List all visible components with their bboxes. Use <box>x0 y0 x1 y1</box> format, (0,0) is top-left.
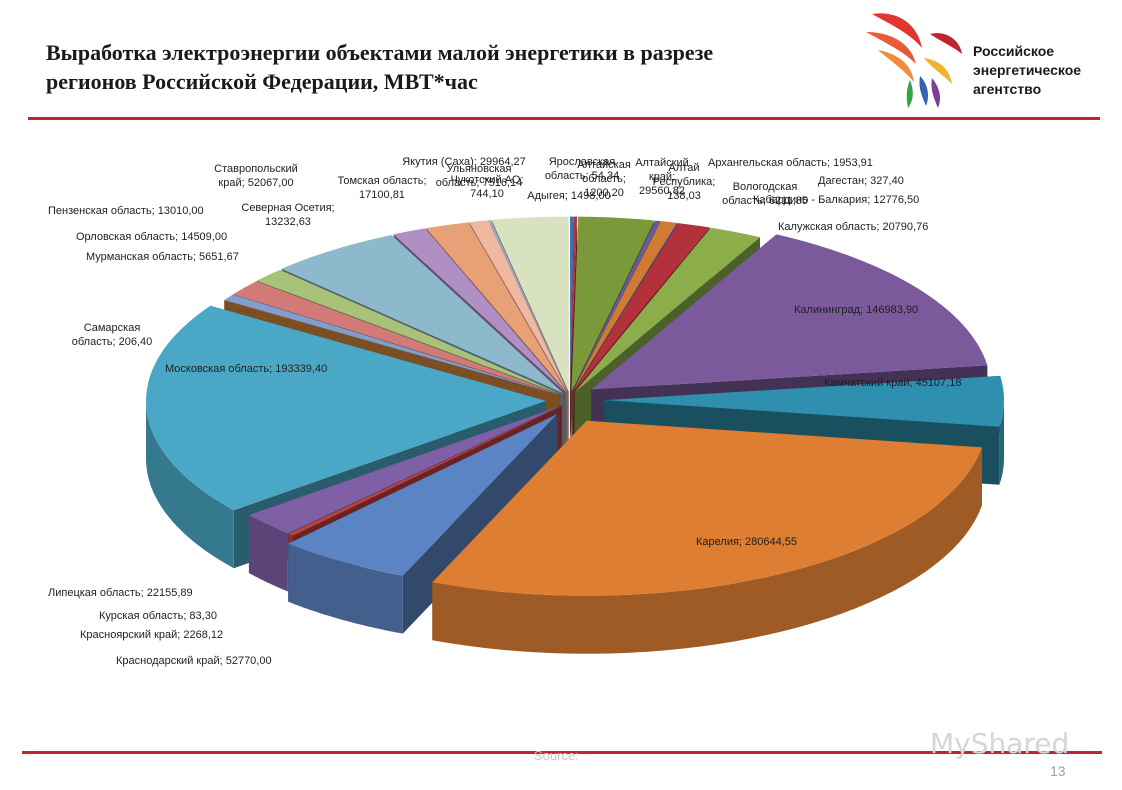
page-title: Выработка электроэнергии объектами малой… <box>46 40 714 94</box>
slice-label-line: 744,10 <box>470 188 504 200</box>
slice-label: Калужская область; 20790,76 <box>778 221 928 233</box>
slice-label-line: Томская область; <box>337 175 426 187</box>
slice-label-line: 138,03 <box>667 190 701 202</box>
slice-label-line: область; <box>582 173 626 185</box>
slice-label-line: Ярославская <box>549 156 616 168</box>
page-number: 13 <box>1050 763 1066 779</box>
slice-label: Краснодарский край; 52770,00 <box>116 655 272 667</box>
slice-label-line: Московская область; 193339,40 <box>165 363 327 375</box>
slice-label-line: 17100,81 <box>359 189 405 201</box>
slice-label-line: Адыгея; 1498,00 <box>527 190 610 202</box>
slice-label-line: Липецкая область; 22155,89 <box>48 587 193 599</box>
slice-label-line: Самарская <box>84 322 141 334</box>
slice-label: Северная Осетия; 13232,63 <box>241 202 334 228</box>
slice-label-line: Кабардино - Балкария; 12776,50 <box>753 194 919 206</box>
slice-label-line: Камчатский край; 45107,18 <box>824 377 961 389</box>
slice-label: Вологодская область; 6211,85 <box>722 181 808 207</box>
agency-name-line: энергетическое <box>973 62 1082 78</box>
slice-label-line: 1200,20 <box>584 187 624 199</box>
slice-label: Архангельская область; 1953,91 <box>708 157 873 169</box>
slice-label: Алтай Республика; 138,03 <box>653 162 716 202</box>
agency-name-line: Российское <box>973 43 1055 59</box>
slice-label-line: Алтайская <box>577 159 631 171</box>
agency-logo-icon <box>866 13 962 108</box>
slice-label-line: область; 206,40 <box>72 336 153 348</box>
slice-label: Калининград; 146983,90 <box>794 304 918 316</box>
agency-name-line: агентство <box>973 81 1042 97</box>
slice-label: Карелия; 280644,55 <box>696 536 797 548</box>
slice-label-line: Орловская область; 14509,00 <box>76 231 227 243</box>
slice-label-line: Алтай <box>669 162 700 174</box>
slice-label: Липецкая область; 22155,89 <box>48 587 193 599</box>
slice-label-line: Калужская область; 20790,76 <box>778 221 928 233</box>
slice-label-line: Ставропольский <box>214 163 298 175</box>
top-divider <box>28 117 1100 120</box>
slice-label-line: Вологодская <box>733 181 798 193</box>
slice-label: Самарская область; 206,40 <box>72 322 153 348</box>
slice-label: Ярославская область; 54,34 <box>545 156 619 182</box>
slice-label-line: Чукотский АО; <box>451 174 524 186</box>
agency-name: Российское энергетическое агентство <box>973 42 1081 99</box>
slice-label-line: Ульяновская <box>447 163 512 175</box>
slice-label-line: Алтайский <box>635 157 689 169</box>
slice-label-line: область; 54,34 <box>545 170 619 182</box>
slice-label: Чукотский АО; 744,10 <box>451 174 524 200</box>
slice-label: Алтайская область; 1200,20 <box>577 159 631 199</box>
bottom-divider <box>22 751 1102 754</box>
watermark: MyShared <box>930 727 1070 760</box>
slice-label-line: область; 7516,14 <box>436 177 523 189</box>
slice-label: Курская область; 83,30 <box>99 610 217 622</box>
slice-label: Пензенская область; 13010,00 <box>48 205 204 217</box>
slice-label-line: Калининград; 146983,90 <box>794 304 918 316</box>
slice-label: Московская область; 193339,40 <box>165 363 327 375</box>
slice-label-line: Северная Осетия; <box>241 202 334 214</box>
slice-label-line: область; 6211,85 <box>722 195 808 207</box>
slice-label: Мурманская область; 5651,67 <box>86 251 239 263</box>
slice-label-line: Архангельская область; 1953,91 <box>708 157 873 169</box>
slice-label-line: 13232,63 <box>265 216 311 228</box>
slice-label-line: Краснодарский край; 52770,00 <box>116 655 272 667</box>
slice-label: Камчатский край; 45107,18 <box>824 377 961 389</box>
slice-label-line: Республика; <box>653 176 716 188</box>
slice-label: Кабардино - Балкария; 12776,50 <box>753 194 919 206</box>
slice-label: Ульяновская область; 7516,14 <box>436 163 523 189</box>
slice-label: Дагестан; 327,40 <box>818 175 904 187</box>
slice-label-line: 29560,82 <box>639 185 685 197</box>
pie-slice <box>432 420 982 654</box>
slice-label-line: Карелия; 280644,55 <box>696 536 797 548</box>
slice-label: Алтайский край; 29560,82 <box>635 157 689 197</box>
slice-label: Адыгея; 1498,00 <box>527 190 610 202</box>
slice-label: Якутия (Саха); 29964,27 <box>402 156 526 168</box>
slice-label-line: Мурманская область; 5651,67 <box>86 251 239 263</box>
slice-label: Ставропольский край; 52067,00 <box>214 163 298 189</box>
slice-label: Томская область; 17100,81 <box>337 175 426 201</box>
slice-label-line: край; <box>649 171 675 183</box>
slice-label: Орловская область; 14509,00 <box>76 231 227 243</box>
slice-label-line: Пензенская область; 13010,00 <box>48 205 204 217</box>
slice-label-line: Красноярский край; 2268,12 <box>80 629 223 641</box>
slice-label: Красноярский край; 2268,12 <box>80 629 223 641</box>
source-label: Source: <box>534 748 579 763</box>
slice-label-line: Дагестан; 327,40 <box>818 175 904 187</box>
slice-label-line: край; 52067,00 <box>218 177 293 189</box>
slice-label-line: Курская область; 83,30 <box>99 610 217 622</box>
slice-label-line: Якутия (Саха); 29964,27 <box>402 156 526 168</box>
